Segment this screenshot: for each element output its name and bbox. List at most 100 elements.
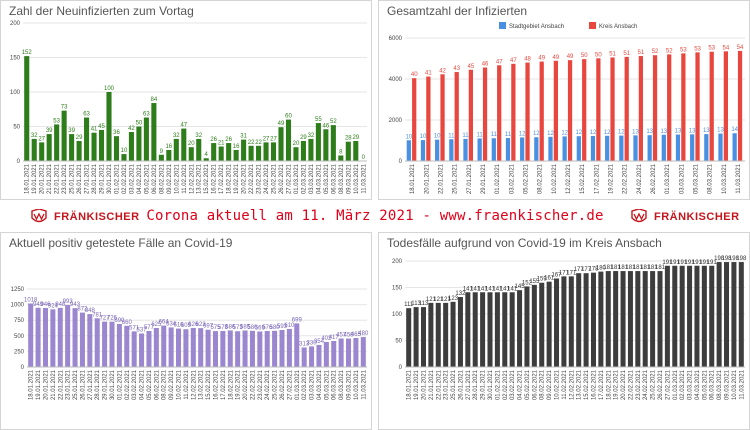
x-tick-label: 25.01.2021 [73, 369, 79, 400]
x-tick-label: 06.03.2021 [710, 369, 716, 400]
x-tick-label: 27.02.2021 [665, 369, 671, 400]
bar [136, 126, 142, 161]
data-label: 31 [240, 134, 247, 140]
x-tick-label: 25.01.2021 [70, 163, 76, 194]
bar [583, 273, 589, 367]
bar [650, 271, 656, 367]
data-label: 354 [314, 339, 325, 345]
bar-kreis [695, 52, 700, 161]
bar-stadt [718, 133, 723, 161]
x-tick-label: 12.02.2021 [189, 163, 195, 194]
data-label: 145 [515, 284, 526, 290]
bar [212, 331, 218, 367]
x-tick-label: 25.01.2021 [453, 163, 459, 194]
x-tick-label: 09.02.2021 [547, 369, 553, 400]
x-tick-label: 20.02.2021 [242, 163, 248, 194]
data-label: 191 [670, 260, 681, 266]
bar [158, 154, 164, 161]
data-label: 141 [492, 286, 503, 292]
data-label: 22 [248, 140, 255, 146]
bar-kreis [610, 57, 615, 161]
data-label: 47 [496, 59, 503, 65]
bar [353, 337, 359, 367]
x-tick-label: 04.02.2021 [137, 163, 143, 194]
bar [315, 123, 321, 161]
x-tick-label: 10.02.2021 [552, 163, 558, 194]
bar [102, 321, 108, 367]
data-label: 32 [173, 133, 180, 139]
bar-stadt [520, 137, 525, 161]
data-label: 616 [174, 323, 185, 329]
bar [554, 278, 560, 367]
data-label: 605 [181, 323, 192, 329]
legend-label: Kreis Ansbach [599, 24, 637, 30]
bar [576, 273, 582, 367]
x-tick-label: 26.02.2021 [280, 369, 286, 400]
data-label: 177 [574, 267, 585, 273]
x-tick-label: 10.02.2021 [555, 369, 561, 400]
bar [694, 265, 700, 367]
x-tick-label: 05.02.2021 [523, 163, 529, 194]
bar [218, 146, 224, 161]
data-label: 39 [46, 128, 53, 134]
bar [181, 128, 187, 161]
x-tick-label: 17.02.2021 [221, 369, 227, 400]
data-label: 10 [121, 148, 128, 154]
bar-stadt [661, 134, 666, 161]
x-tick-label: 03.02.2021 [129, 163, 135, 194]
x-tick-label: 22.01.2021 [55, 163, 61, 194]
x-tick-label: 01.03.2021 [295, 369, 301, 400]
data-label: 191 [692, 260, 703, 266]
banner-headline[interactable]: Corona aktuell am 11. März 2021 - www.fr… [146, 208, 604, 224]
logo-left[interactable]: FRÄNKISCHER [30, 209, 140, 225]
data-label: 47 [180, 123, 187, 129]
data-label: 14 [731, 127, 738, 133]
bar [39, 142, 45, 161]
y-tick-label: 150 [392, 286, 403, 292]
data-label: 51 [623, 51, 630, 57]
data-label: 12 [547, 131, 554, 137]
x-tick-label: 03.03.2021 [310, 369, 316, 400]
bar [76, 140, 82, 161]
chart-title: Zahl der Neuinfizierten zum Vortag [9, 4, 194, 18]
legend-swatch [589, 22, 596, 29]
x-tick-label: 22.02.2021 [249, 163, 255, 194]
x-tick-label: 25.02.2021 [273, 369, 279, 400]
data-label: 27 [263, 136, 270, 142]
x-tick-label: 29.01.2021 [100, 163, 106, 194]
x-tick-label: 20.01.2021 [424, 163, 430, 194]
bar [94, 318, 100, 367]
bar [198, 328, 204, 367]
bar [345, 141, 351, 161]
data-label: 456 [344, 333, 355, 339]
x-tick-label: 29.01.2021 [481, 369, 487, 400]
x-tick-label: 15.02.2021 [204, 163, 210, 194]
data-label: 42 [128, 126, 135, 132]
bar [65, 305, 71, 367]
data-label: 848 [85, 308, 96, 314]
data-label: 48 [524, 57, 531, 63]
bar-stadt [605, 135, 610, 161]
data-label: 593 [277, 324, 288, 330]
data-label: 576 [262, 325, 273, 331]
data-label: 313 [299, 341, 310, 347]
x-tick-label: 23.02.2021 [636, 369, 642, 400]
x-tick-label: 20.01.2021 [43, 369, 49, 400]
bar [716, 262, 722, 367]
x-tick-label: 08.03.2021 [339, 369, 345, 400]
x-tick-label: 03.02.2021 [132, 369, 138, 400]
data-label: 55 [315, 117, 322, 123]
data-label: 11 [491, 132, 498, 138]
data-label: 27 [270, 136, 277, 142]
data-label: 12 [590, 130, 597, 136]
x-tick-label: 23.01.2021 [62, 163, 68, 194]
x-tick-label: 24.02.2021 [637, 163, 643, 194]
logo-right[interactable]: FRÄNKISCHER [630, 209, 740, 225]
y-tick-label: 200 [10, 21, 21, 27]
data-label: 191 [707, 260, 718, 266]
x-tick-label: 10.03.2021 [354, 163, 360, 194]
bar [672, 265, 678, 367]
bar [242, 330, 248, 367]
bar [109, 321, 115, 367]
x-tick-label: 01.03.2021 [294, 163, 300, 194]
